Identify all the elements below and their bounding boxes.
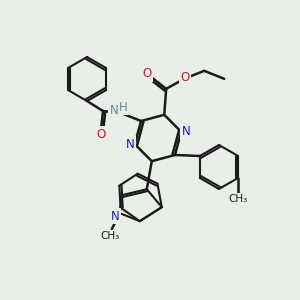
Text: N: N (182, 125, 190, 138)
Text: O: O (96, 128, 106, 140)
Text: N: N (125, 138, 134, 151)
Text: O: O (142, 67, 152, 80)
Text: N: N (110, 103, 118, 116)
Text: CH₃: CH₃ (100, 231, 119, 241)
Text: O: O (181, 71, 190, 84)
Text: H: H (119, 100, 128, 113)
Text: N: N (110, 210, 119, 223)
Text: CH₃: CH₃ (228, 194, 248, 204)
